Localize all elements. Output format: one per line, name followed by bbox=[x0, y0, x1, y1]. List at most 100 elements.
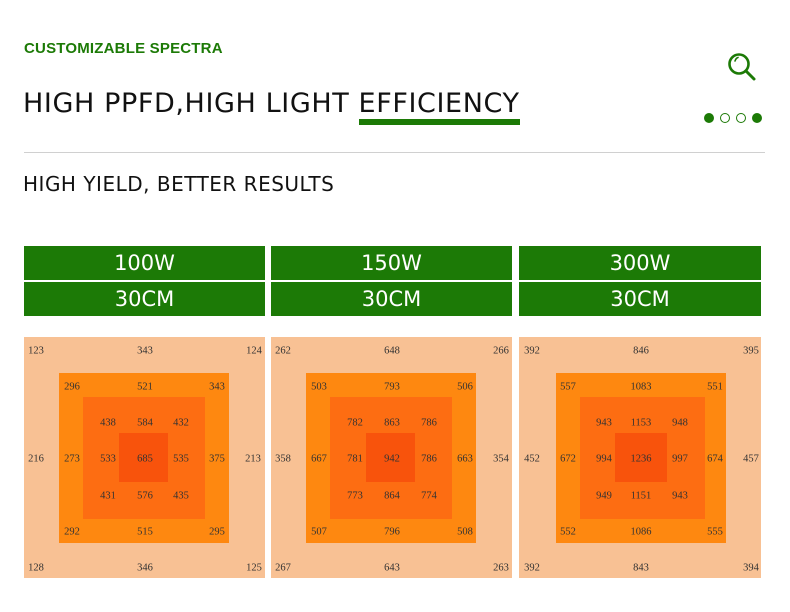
title-highlight: EFFICIENCY bbox=[358, 88, 520, 125]
ppfd-value: 584 bbox=[137, 417, 153, 429]
ppfd-value: 782 bbox=[347, 417, 363, 429]
ppfd-value: 557 bbox=[560, 381, 576, 393]
ppfd-value: 781 bbox=[347, 453, 363, 465]
ppfd-value: 864 bbox=[384, 490, 400, 502]
ppfd-value: 1153 bbox=[630, 417, 652, 429]
ppfd-value: 346 bbox=[137, 562, 153, 574]
ppfd-value: 435 bbox=[173, 490, 189, 502]
distance-label: 30CM bbox=[24, 282, 265, 316]
ppfd-value: 395 bbox=[743, 345, 759, 357]
ppfd-value: 262 bbox=[275, 345, 291, 357]
ppfd-value: 1086 bbox=[630, 526, 652, 538]
ppfd-value: 943 bbox=[672, 490, 688, 502]
ppfd-value: 943 bbox=[596, 417, 612, 429]
ppfd-map-300w: 392 846 395 452 457 392 843 394 557 1083… bbox=[519, 337, 761, 578]
ppfd-value: 667 bbox=[311, 453, 327, 465]
ppfd-value: 343 bbox=[137, 345, 153, 357]
ppfd-value: 846 bbox=[633, 345, 649, 357]
ring-center bbox=[119, 433, 168, 482]
wattage-label: 100W bbox=[24, 246, 265, 280]
ppfd-value: 843 bbox=[633, 562, 649, 574]
ppfd-value: 555 bbox=[707, 526, 723, 538]
ppfd-value: 508 bbox=[457, 526, 473, 538]
ppfd-value: 125 bbox=[246, 562, 262, 574]
ppfd-value: 997 bbox=[672, 453, 688, 465]
ppfd-value: 1083 bbox=[630, 381, 652, 393]
ppfd-value: 392 bbox=[524, 562, 540, 574]
carousel-dot-3[interactable] bbox=[736, 113, 746, 123]
ppfd-center-value: 1236 bbox=[630, 453, 652, 465]
ppfd-value: 124 bbox=[246, 345, 262, 357]
ppfd-value: 358 bbox=[275, 453, 291, 465]
ppfd-value: 863 bbox=[384, 417, 400, 429]
ppfd-value: 457 bbox=[743, 453, 759, 465]
title-prefix: HIGH PPFD,HIGH LIGHT bbox=[23, 88, 359, 119]
ppfd-value: 552 bbox=[560, 526, 576, 538]
ppfd-value: 949 bbox=[596, 490, 612, 502]
ppfd-value: 672 bbox=[560, 453, 576, 465]
ppfd-value: 503 bbox=[311, 381, 327, 393]
ppfd-value: 648 bbox=[384, 345, 400, 357]
title-underline bbox=[358, 119, 520, 125]
ppfd-center-value: 942 bbox=[384, 453, 400, 465]
carousel-dot-2[interactable] bbox=[720, 113, 730, 123]
ppfd-value: 452 bbox=[524, 453, 540, 465]
ppfd-value: 295 bbox=[209, 526, 225, 538]
ppfd-map-150w: 262 648 266 358 354 267 643 263 503 793 … bbox=[271, 337, 512, 578]
distance-label: 30CM bbox=[271, 282, 512, 316]
ppfd-value: 216 bbox=[28, 453, 44, 465]
ppfd-value: 551 bbox=[707, 381, 723, 393]
wattage-label: 300W bbox=[519, 246, 761, 280]
ppfd-value: 948 bbox=[672, 417, 688, 429]
ppfd-value: 438 bbox=[100, 417, 116, 429]
ppfd-value: 774 bbox=[421, 490, 437, 502]
ppfd-value: 1151 bbox=[630, 490, 652, 502]
ppfd-value: 292 bbox=[64, 526, 80, 538]
ppfd-value: 128 bbox=[28, 562, 44, 574]
ppfd-center-value: 685 bbox=[137, 453, 153, 465]
ppfd-value: 123 bbox=[28, 345, 44, 357]
title-highlight-text: EFFICIENCY bbox=[358, 88, 520, 119]
eyebrow-label: CUSTOMIZABLE SPECTRA bbox=[24, 40, 223, 57]
ppfd-value: 266 bbox=[493, 345, 509, 357]
header-column-150w: 150W 30CM bbox=[271, 246, 512, 316]
carousel-dots bbox=[704, 113, 762, 123]
carousel-dot-4[interactable] bbox=[752, 113, 762, 123]
ppfd-value: 263 bbox=[493, 562, 509, 574]
ring-center bbox=[366, 433, 415, 482]
page-title: HIGH PPFD,HIGH LIGHT EFFICIENCY bbox=[23, 88, 520, 125]
ppfd-value: 663 bbox=[457, 453, 473, 465]
ppfd-value: 994 bbox=[596, 453, 612, 465]
ppfd-value: 267 bbox=[275, 562, 291, 574]
wattage-label: 150W bbox=[271, 246, 512, 280]
ppfd-value: 674 bbox=[707, 453, 723, 465]
ppfd-value: 515 bbox=[137, 526, 153, 538]
ppfd-value: 343 bbox=[209, 381, 225, 393]
ppfd-value: 392 bbox=[524, 345, 540, 357]
ppfd-value: 375 bbox=[209, 453, 225, 465]
ring-center bbox=[615, 433, 667, 482]
ppfd-value: 643 bbox=[384, 562, 400, 574]
ppfd-value: 507 bbox=[311, 526, 327, 538]
ppfd-value: 773 bbox=[347, 490, 363, 502]
ppfd-value: 576 bbox=[137, 490, 153, 502]
ppfd-value: 431 bbox=[100, 490, 116, 502]
ppfd-value: 394 bbox=[743, 562, 759, 574]
ppfd-value: 432 bbox=[173, 417, 189, 429]
ppfd-value: 796 bbox=[384, 526, 400, 538]
divider bbox=[24, 152, 765, 153]
ppfd-value: 506 bbox=[457, 381, 473, 393]
section-subtitle: HIGH YIELD, BETTER RESULTS bbox=[23, 172, 335, 196]
panel-headers: 100W 30CM 150W 30CM 300W 30CM bbox=[24, 246, 761, 316]
ppfd-value: 786 bbox=[421, 417, 437, 429]
ppfd-value: 213 bbox=[245, 453, 261, 465]
header-column-300w: 300W 30CM bbox=[519, 246, 761, 316]
header-column-100w: 100W 30CM bbox=[24, 246, 265, 316]
ppfd-value: 786 bbox=[421, 453, 437, 465]
ppfd-value: 296 bbox=[64, 381, 80, 393]
carousel-dot-1[interactable] bbox=[704, 113, 714, 123]
ppfd-value: 521 bbox=[137, 381, 153, 393]
search-button[interactable] bbox=[726, 52, 758, 82]
ppfd-value: 793 bbox=[384, 381, 400, 393]
search-icon bbox=[728, 53, 756, 81]
